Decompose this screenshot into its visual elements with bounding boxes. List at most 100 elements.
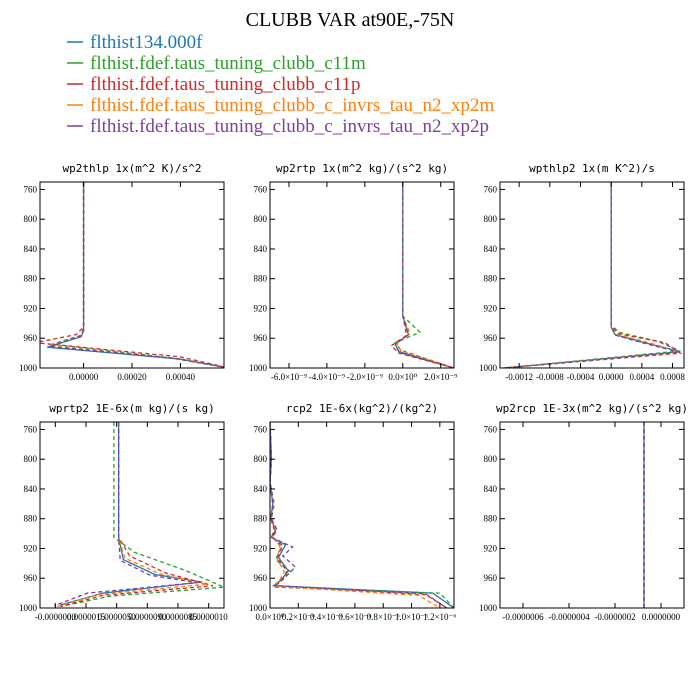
x-tick-label: 0.0000090 (128, 612, 167, 622)
series-line (270, 422, 454, 608)
legend-entry: flthist.fdef.taus_tuning_clubb_c_invrs_t… (90, 95, 494, 116)
x-tick-label: 0.4×10⁻⁶ (310, 612, 343, 622)
y-tick-label: 880 (254, 274, 268, 284)
y-tick-label: 1000 (249, 603, 268, 613)
y-tick-label: 760 (24, 424, 38, 434)
x-tick-label: 0.0000000 (642, 612, 681, 622)
y-tick-label: 760 (484, 424, 498, 434)
y-tick-label: 760 (24, 184, 38, 194)
y-tick-label: 920 (484, 543, 498, 553)
series-line (270, 422, 441, 608)
panel: wprtp2 1E-6x(m kg)/(s kg) 760 800 840 880 920… (19, 402, 228, 622)
x-tick-label: 0.2×10⁻⁶ (282, 612, 315, 622)
legend-entry: flthist.fdef.taus_tuning_clubb_c_invrs_t… (90, 116, 489, 137)
series-line (270, 422, 454, 608)
series-line (270, 422, 448, 608)
series-line (270, 422, 448, 608)
y-tick-label: 800 (254, 214, 268, 224)
x-tick-label: -0.0004 (567, 372, 595, 382)
x-tick-label: -0.0000006 (502, 612, 544, 622)
y-tick-label: 880 (254, 514, 268, 524)
plot-frame (269, 181, 455, 369)
panel-title: rcp2 1E-6x(kg^2)/(kg^2) (286, 402, 438, 415)
x-tick-label: -0.0012 (505, 372, 533, 382)
series-line (60, 422, 214, 608)
panel: wp2rcp 1E-3x(m^2 kg)/(s^2 kg) 760 800 840 88… (479, 402, 688, 622)
series-line (49, 182, 224, 368)
plot-frame (499, 181, 685, 369)
series-line (394, 182, 454, 368)
y-tick-label: 920 (24, 303, 38, 313)
series-line (394, 182, 454, 368)
x-tick-label: 0.0000050 (98, 612, 137, 622)
y-tick-label: 1000 (19, 363, 38, 373)
x-tick-label: -2.0×10⁻⁹ (347, 372, 383, 382)
x-tick-label: 0.0000015 (67, 612, 106, 622)
x-tick-label: 0.00040 (166, 372, 196, 382)
x-tick-label: 0.00020 (117, 372, 147, 382)
panel: wpthlp2 1x(m K^2)/s 760 800 840 880 920 960 100… (479, 162, 685, 382)
x-tick-label: -6.0×10⁻⁹ (271, 372, 307, 382)
y-tick-label: 840 (484, 244, 498, 254)
series-line (49, 182, 224, 368)
x-tick-label: -4.0×10⁻⁹ (309, 372, 345, 382)
x-tick-label: -0.0000004 (548, 612, 590, 622)
legend-entry: flthist134.000f (90, 32, 203, 53)
y-tick-label: 1000 (19, 603, 38, 613)
y-tick-label: 800 (24, 214, 38, 224)
legend-entry: flthist.fdef.taus_tuning_clubb_c11p (90, 74, 361, 95)
panel-title: wp2thlp 1x(m^2 K)/s^2 (62, 162, 201, 175)
y-tick-label: 920 (254, 303, 268, 313)
y-tick-label: 960 (484, 573, 498, 583)
plot-frame (499, 421, 685, 609)
y-tick-label: 960 (254, 573, 268, 583)
y-tick-label: 920 (24, 543, 38, 553)
plot-frame (39, 421, 225, 609)
x-tick-label: 0.0000085 (159, 612, 198, 622)
series-line (394, 182, 454, 368)
series-line (390, 182, 454, 368)
y-tick-label: 1000 (479, 603, 498, 613)
y-tick-label: 960 (24, 573, 38, 583)
legend: flthist134.000fflthist.fdef.taus_tuning_… (67, 32, 494, 137)
y-tick-label: 1000 (249, 363, 268, 373)
series-line (51, 182, 224, 368)
series-line (503, 182, 681, 368)
x-tick-label: 0.0000010 (190, 612, 229, 622)
y-tick-label: 960 (484, 333, 498, 343)
y-tick-label: 840 (484, 484, 498, 494)
x-tick-label: 0.0008 (660, 372, 685, 382)
y-tick-label: 960 (24, 333, 38, 343)
x-tick-label: 0.0004 (629, 372, 654, 382)
panel: wp2thlp 1x(m^2 K)/s^2 760 800 840 880 920 960 1… (19, 162, 225, 382)
panel: wp2rtp 1x(m^2 kg)/(s^2 kg) 760 800 840 880 92… (249, 162, 457, 382)
y-tick-label: 840 (254, 484, 268, 494)
panel-title: wp2rcp 1E-3x(m^2 kg)/(s^2 kg) (496, 402, 688, 415)
x-tick-label: 0.0×10⁰ (256, 612, 285, 622)
x-tick-label: 0.0000 (599, 372, 624, 382)
panel-title: wprtp2 1E-6x(m kg)/(s kg) (49, 402, 215, 415)
y-tick-label: 1000 (479, 363, 498, 373)
y-tick-label: 760 (254, 424, 268, 434)
x-tick-label: 0.00000 (69, 372, 99, 382)
y-tick-label: 960 (254, 333, 268, 343)
panel-title: wp2rtp 1x(m^2 kg)/(s^2 kg) (276, 162, 448, 175)
x-tick-label: 2.0×10⁻⁹ (424, 372, 457, 382)
y-tick-label: 760 (484, 184, 498, 194)
series-line (60, 422, 224, 608)
y-tick-label: 800 (254, 454, 268, 464)
x-tick-label: 0.6×10⁻⁶ (338, 612, 371, 622)
x-tick-label: -0.0000000 (35, 612, 77, 622)
y-tick-label: 840 (254, 244, 268, 254)
x-tick-label: 0.8×10⁻⁶ (367, 612, 400, 622)
series-line (40, 182, 224, 368)
y-tick-label: 800 (484, 214, 498, 224)
series-line (396, 182, 454, 368)
panel: rcp2 1E-6x(kg^2)/(kg^2) 760 800 840 880 920 96… (249, 402, 456, 622)
legend-entry: flthist.fdef.taus_tuning_clubb_c11m (90, 53, 366, 74)
y-tick-label: 880 (24, 274, 38, 284)
panels: wp2thlp 1x(m^2 K)/s^2 760 800 840 880 920 960 1… (19, 162, 688, 622)
x-tick-label: 0.0×10⁰ (388, 372, 417, 382)
y-tick-label: 800 (24, 454, 38, 464)
